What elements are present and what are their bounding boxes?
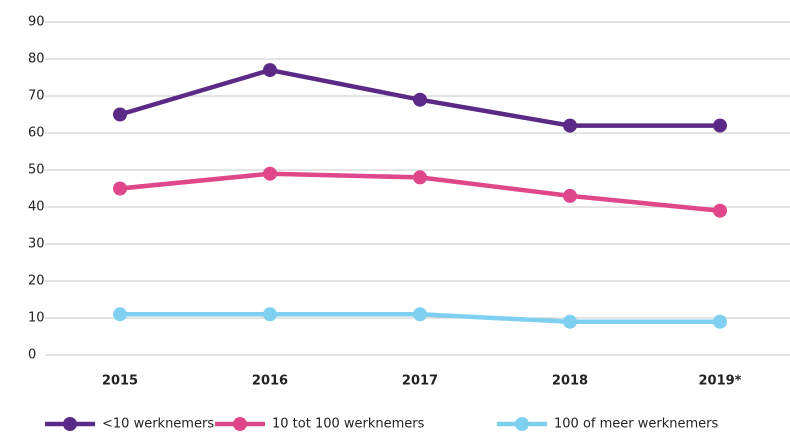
x-tick-label: 2019* [699,374,742,389]
legend-label: 100 of meer werknemers [554,417,718,432]
y-tick-label: 40 [28,200,45,215]
x-tick-label: 2015 [102,374,138,389]
point [263,166,277,181]
x-tick-label: 2017 [402,374,438,389]
legend-label: <10 werknemers [102,417,214,432]
y-tick-label: 10 [28,311,45,326]
point [713,203,727,218]
point [113,181,127,196]
y-tick-label: 60 [28,126,45,141]
y-tick-label: 50 [28,163,45,178]
point [713,118,727,133]
x-tick-label: 2016 [252,374,288,389]
y-tick-label: 90 [28,15,45,30]
y-tick-label: 20 [28,274,45,289]
point [563,118,577,133]
point [413,307,427,322]
point [713,314,727,329]
y-tick-label: 70 [28,89,45,104]
point [413,170,427,185]
point [413,92,427,107]
legend-marker [515,417,529,431]
point [113,107,127,122]
legend-label: 10 tot 100 werknemers [272,417,425,432]
point [263,307,277,322]
y-tick-label: 30 [28,237,45,252]
point [113,307,127,322]
legend-marker [233,417,247,431]
point [563,188,577,203]
y-tick-label: 0 [28,348,36,363]
point [563,314,577,329]
legend-marker [63,417,77,431]
x-tick-label: 2018 [552,374,588,389]
point [263,63,277,78]
y-tick-label: 80 [28,52,45,67]
